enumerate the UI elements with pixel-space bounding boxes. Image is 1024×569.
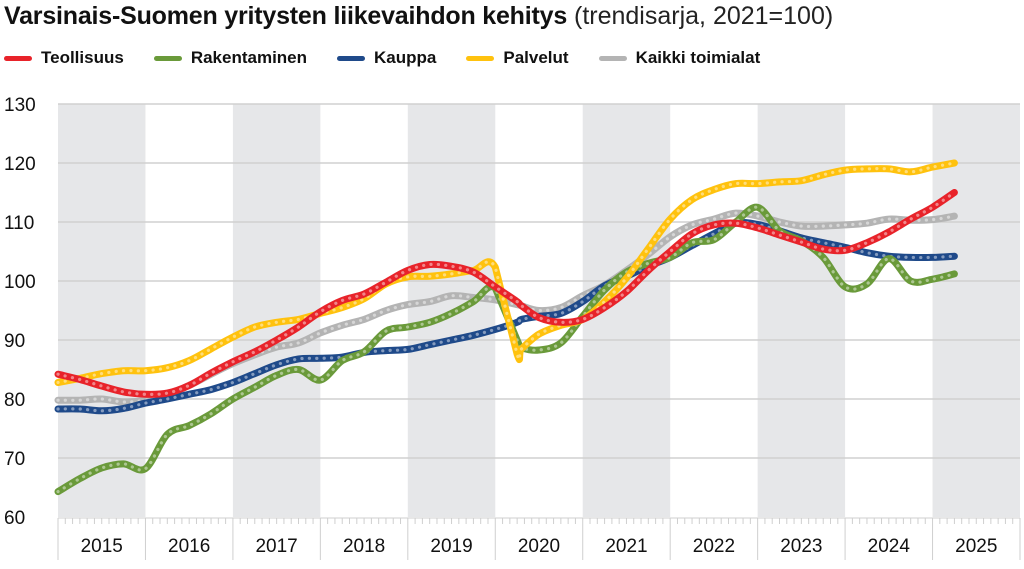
y-tick-label: 130 [4,95,36,116]
legend: Teollisuus Rakentaminen Kauppa Palvelut … [4,48,790,68]
chart-subtitle: (trendisarja, 2021=100) [574,2,834,30]
legend-label: Palvelut [503,48,569,67]
legend-swatch [4,55,32,61]
series-dots [56,220,956,413]
chart-title-main: Varsinais-Suomen yritysten liikevaihdon … [4,2,568,30]
series-teollisuus [54,189,958,398]
legend-swatch [153,55,182,61]
legend-item-palvelut: Palvelut [466,48,569,68]
year-band [232,104,321,517]
legend-label: Rakentaminen [190,48,308,67]
x-tick-label: 2025 [955,536,997,557]
series-dots [56,190,956,397]
legend-item-rakentaminen: Rakentaminen [153,48,308,68]
year-band [932,104,1020,517]
x-tick-label: 2016 [168,536,210,557]
x-tick-label: 2021 [605,536,647,557]
x-tick-label: 2023 [780,536,822,557]
y-tick-label: 100 [4,272,36,293]
legend-item-teollisuus: Teollisuus [4,48,124,68]
legend-swatch [337,55,366,61]
year-band [757,104,846,517]
y-axis: 60 70 80 90 100 110 120 130 [4,95,36,529]
chart-title: Varsinais-Suomen yritysten liikevaihdon … [4,2,833,31]
legend-item-kauppa: Kauppa [337,48,436,68]
y-tick-label: 120 [4,154,36,175]
y-tick-label: 60 [4,508,25,529]
y-tick-label: 80 [4,390,25,411]
series-lines [54,159,958,496]
x-tick-label: 2022 [693,536,735,557]
year-band [58,104,146,517]
x-tick-label: 2019 [430,536,472,557]
x-axis: 2015 2016 2017 2018 2019 2020 2021 2022 2023 2024… [57,517,1021,560]
legend-label: Kauppa [374,48,437,67]
series-line [54,159,958,386]
x-tick-label: 2017 [255,536,297,557]
legend-label: Kaikki toimialat [635,48,761,67]
legend-label: Teollisuus [41,48,124,67]
legend-swatch [598,55,627,61]
y-tick-label: 110 [4,213,34,234]
series-line [54,189,958,398]
legend-swatch [466,55,495,61]
legend-item-kaikki-toimialat: Kaikki toimialat [598,48,761,68]
y-tick-label: 70 [4,449,25,470]
series-dots [56,211,956,404]
x-tick-label: 2024 [868,536,911,557]
x-tick-label: 2015 [81,536,123,557]
series-dots [56,161,956,385]
x-tick-label: 2018 [343,536,385,557]
y-tick-label: 90 [4,331,25,352]
gridlines [58,103,1020,459]
x-tick-label: 2020 [518,536,560,557]
